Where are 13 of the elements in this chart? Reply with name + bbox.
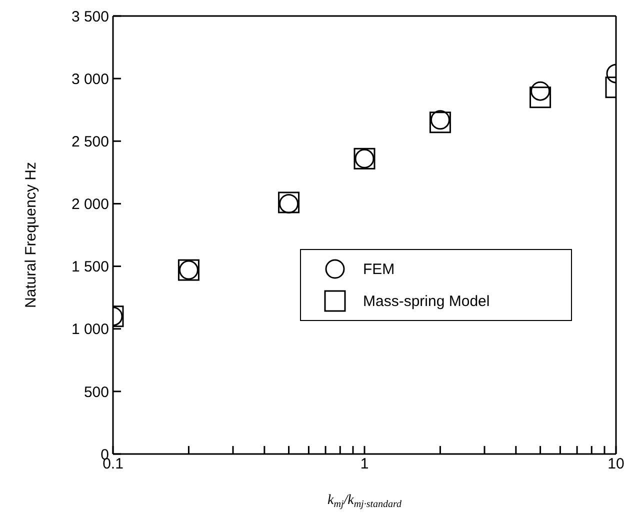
y-tick-label: 3 500 — [71, 8, 109, 26]
x-tick-label: 1 — [360, 456, 369, 473]
x-tick-label: 10 — [608, 456, 624, 473]
y-tick-label: 1 000 — [71, 321, 109, 338]
y-tick-label: 2 000 — [71, 196, 109, 214]
legend-label: Mass-spring Model — [363, 292, 490, 310]
y-tick-label: 500 — [84, 384, 109, 401]
y-tick-label: 1 500 — [71, 258, 109, 276]
y-tick-label: 2 500 — [71, 133, 109, 150]
y-tick-label: 3 000 — [71, 70, 109, 88]
x-axis-title: k$_{mj}$/k$_{mj·standard}$ — [327, 493, 403, 510]
y-axis-title: Natural Frequency Hz — [22, 162, 40, 308]
legend-label: FEM — [363, 260, 395, 278]
